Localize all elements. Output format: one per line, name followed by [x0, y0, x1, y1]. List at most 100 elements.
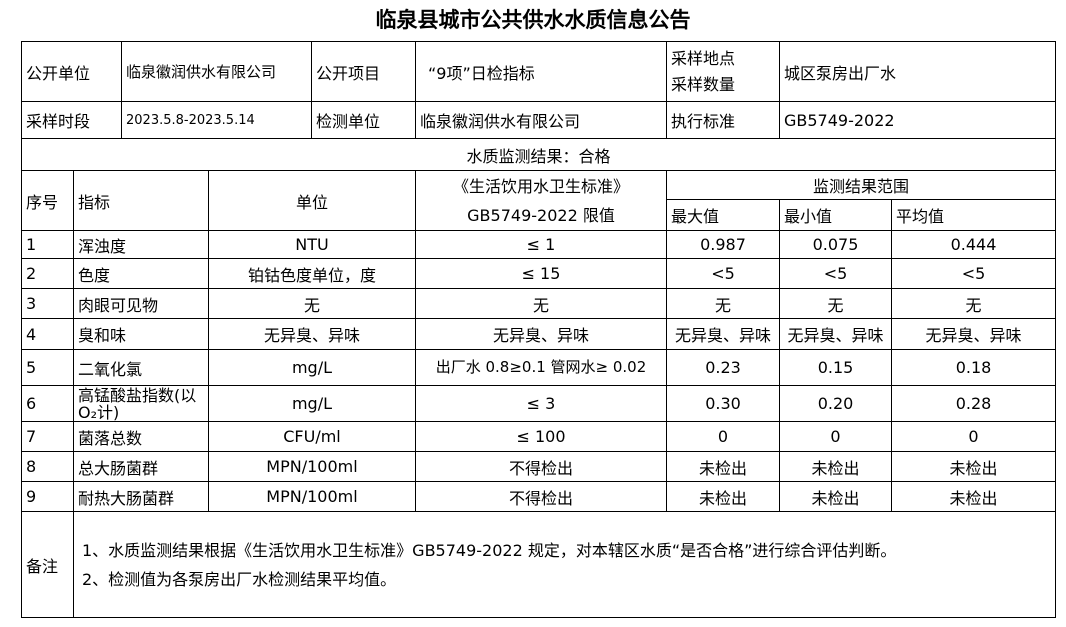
table-row: 2 色度 铂钴色度单位，度 ≤ 15 <5 <5 <5: [21, 258, 1056, 289]
header-no: 序号: [21, 170, 74, 231]
cell-min: 未检出: [779, 481, 892, 512]
cell-no: 1: [21, 230, 74, 259]
note-line-2: 2、检测值为各泵房出厂水检测结果平均值。: [82, 569, 397, 589]
cell-avg: 0.444: [891, 230, 1056, 259]
cell-unit: mg/L: [208, 349, 416, 386]
table-row: 1 浑浊度 NTU ≤ 1 0.987 0.075 0.444: [21, 230, 1056, 259]
header-avg: 平均值: [891, 199, 1056, 231]
cell-no: 6: [21, 385, 74, 422]
cell-max: 未检出: [666, 451, 780, 482]
item-value: “9项”日检指标: [415, 41, 667, 102]
cell-unit: NTU: [208, 230, 416, 259]
table-row: 3 肉眼可见物无无无无无: [21, 288, 1056, 319]
cell-unit: MPN/100ml: [208, 481, 416, 512]
table-row: 9 耐热大肠菌群 MPN/100ml 不得检出 未检出 未检出 未检出: [21, 481, 1056, 512]
cell-limit: ≤ 15: [415, 258, 667, 289]
location-label: 采样地点 采样数量: [666, 41, 780, 102]
standard-value: GB5749-2022: [779, 101, 1056, 139]
cell-indicator: 臭和味: [73, 318, 209, 350]
cell-limit: ≤ 3: [415, 385, 667, 422]
publisher-value: 临泉徽润供水有限公司: [121, 41, 312, 102]
cell-max: 0.987: [666, 230, 780, 259]
header-limit-1: 《生活饮用水卫生标准》: [452, 176, 629, 196]
cell-no: 9: [21, 481, 74, 512]
cell-min: <5: [779, 258, 892, 289]
cell-max: 无: [666, 288, 780, 319]
note-line-1: 1、水质监测结果根据《生活饮用水卫生标准》GB5749-2022 规定，对本辖区…: [82, 540, 897, 560]
cell-min: 0: [779, 421, 892, 452]
cell-no: 8: [21, 451, 74, 482]
standard-label: 执行标准: [666, 101, 780, 139]
cell-avg: 无异臭、异味: [891, 318, 1056, 350]
cell-no: 3: [21, 288, 74, 319]
header-max: 最大值: [666, 199, 780, 231]
page-title: 临泉县城市公共供水水质信息公告: [375, 8, 691, 32]
cell-limit: 不得检出: [415, 481, 667, 512]
cell-min: 0.075: [779, 230, 892, 259]
cell-unit: CFU/ml: [208, 421, 416, 452]
cell-avg: 0: [891, 421, 1056, 452]
cell-limit: 无: [415, 288, 667, 319]
cell-indicator: 耐热大肠菌群: [73, 481, 209, 512]
cell-indicator: 高锰酸盐指数(以O₂计): [73, 385, 209, 422]
location-label-2: 采样数量: [671, 74, 736, 94]
item-label: 公开项目: [311, 41, 416, 102]
cell-max: 未检出: [666, 481, 780, 512]
table-row: 6 高锰酸盐指数(以O₂计) mg/L ≤ 3 0.30 0.20 0.28: [21, 385, 1056, 422]
cell-indicator: 色度: [73, 258, 209, 289]
cell-no: 7: [21, 421, 74, 452]
cell-min: 0.15: [779, 349, 892, 386]
cell-unit: 铂钴色度单位，度: [208, 258, 416, 289]
cell-avg: <5: [891, 258, 1056, 289]
cell-indicator: 二氧化氯: [73, 349, 209, 386]
cell-avg: 无: [891, 288, 1056, 319]
location-label-1: 采样地点: [671, 48, 736, 68]
cell-max: <5: [666, 258, 780, 289]
cell-limit: 出厂水 0.8≥0.1 管网水≥ 0.02: [415, 349, 667, 386]
cell-no: 5: [21, 349, 74, 386]
cell-max: 0.30: [666, 385, 780, 422]
lab-label: 检测单位: [311, 101, 416, 139]
cell-no: 4: [21, 318, 74, 350]
results-table: 水质监测结果：合格 序号 指标 单位 《生活饮用水卫生标准》 GB5749-202…: [21, 138, 1056, 618]
cell-indicator: 肉眼可见物: [73, 288, 209, 319]
cell-min: 无异臭、异味: [779, 318, 892, 350]
cell-avg: 未检出: [891, 451, 1056, 482]
cell-indicator: 菌落总数: [73, 421, 209, 452]
header-range: 监测结果范围: [666, 170, 1056, 200]
table-row: 4 臭和味 无异臭、异味 无异臭、异味 无异臭、异味 无异臭、异味 无异臭、异味: [21, 318, 1056, 350]
period-value: 2023.5.8-2023.5.14: [121, 101, 312, 139]
header-unit: 单位: [208, 170, 416, 231]
header-limit-2: GB5749-2022 限值: [467, 205, 615, 225]
cell-indicator: 总大肠菌群: [73, 451, 209, 482]
cell-unit: 无: [208, 288, 416, 319]
cell-max: 无异臭、异味: [666, 318, 780, 350]
header-min: 最小值: [779, 199, 892, 231]
cell-limit: ≤ 100: [415, 421, 667, 452]
table-row: 8 总大肠菌群 MPN/100ml 不得检出 未检出 未检出 未检出: [21, 451, 1056, 482]
cell-min: 未检出: [779, 451, 892, 482]
cell-min: 无: [779, 288, 892, 319]
cell-limit: 无异臭、异味: [415, 318, 667, 350]
cell-unit: MPN/100ml: [208, 451, 416, 482]
cell-avg: 未检出: [891, 481, 1056, 512]
notes-content: 1、水质监测结果根据《生活饮用水卫生标准》GB5749-2022 规定，对本辖区…: [73, 511, 1056, 618]
cell-avg: 0.18: [891, 349, 1056, 386]
cell-indicator: 浑浊度: [73, 230, 209, 259]
cell-avg: 0.28: [891, 385, 1056, 422]
lab-value: 临泉徽润供水有限公司: [415, 101, 667, 139]
header-indicator: 指标: [73, 170, 209, 231]
table-row: 5 二氧化氯 mg/L 出厂水 0.8≥0.1 管网水≥ 0.02 0.23 0.15 0.…: [21, 349, 1056, 386]
location-value: 城区泵房出厂水: [779, 41, 1056, 102]
cell-max: 0: [666, 421, 780, 452]
info-table: 公开单位 临泉徽润供水有限公司 公开项目 “9项”日检指标 采样地点 采样数量 城…: [21, 41, 1056, 139]
cell-unit: 无异臭、异味: [208, 318, 416, 350]
cell-limit: ≤ 1: [415, 230, 667, 259]
cell-max: 0.23: [666, 349, 780, 386]
table-row: 7 菌落总数 CFU/ml ≤ 100 0 0 0: [21, 421, 1056, 452]
cell-min: 0.20: [779, 385, 892, 422]
period-label: 采样时段: [21, 101, 122, 139]
header-limit: 《生活饮用水卫生标准》 GB5749-2022 限值: [415, 170, 667, 231]
cell-unit: mg/L: [208, 385, 416, 422]
cell-limit: 不得检出: [415, 451, 667, 482]
